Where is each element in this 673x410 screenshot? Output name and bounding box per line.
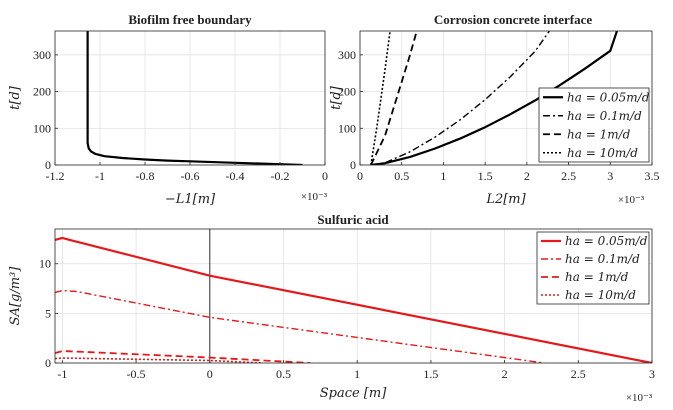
legend-box [536, 231, 650, 305]
legend-label: ha = 10m/d [565, 288, 636, 302]
x-scale-exponent: ×10⁻³ [301, 191, 328, 203]
x-tick-label: 0 [357, 169, 363, 183]
x-scale-exponent: ×10⁻³ [626, 392, 653, 404]
series-line-1 [370, 31, 619, 165]
legend-label: ha = 0.05m/d [567, 90, 650, 104]
legend-label: ha = 1m/d [565, 270, 629, 284]
x-tick-label: 3.5 [645, 169, 660, 183]
y-tick-label: 300 [33, 48, 51, 62]
plot-frame [54, 228, 653, 364]
legend-box [538, 87, 650, 163]
x-tick-label: 2 [524, 169, 530, 183]
legend-label: ha = 0.05m/d [565, 234, 648, 248]
x-tick-label: -0.2 [271, 169, 290, 183]
x-tick-label: -1 [95, 169, 105, 183]
x-tick-label: 2.5 [561, 169, 576, 183]
chart-title: Sulfuric acid [317, 212, 389, 227]
x-tick-label: -0.4 [226, 169, 245, 183]
y-tick-label: 0 [350, 158, 356, 172]
y-tick-label: 300 [338, 48, 356, 62]
y-tick-label: 0 [45, 356, 51, 370]
y-axis-label: SA[g/m³] [8, 266, 23, 326]
y-tick-label: 100 [338, 121, 356, 135]
x-tick-label: 0.5 [276, 367, 291, 381]
x-tick-label: -0.8 [136, 169, 155, 183]
x-tick-label: 0.5 [394, 169, 409, 183]
x-tick-label: 0 [207, 367, 213, 381]
panel-sulfuric-acid: Sulfuric acid -1 -0.5 0 0.5 1 1.5 2 2.5 3 0 5 10 ha… [8, 212, 655, 404]
series-line-2 [55, 289, 545, 363]
x-tick-label: 1.5 [423, 367, 438, 381]
y-tick-label: 200 [338, 85, 356, 99]
plot-frame [359, 30, 653, 166]
x-tick-label: 1 [354, 367, 360, 381]
panel-biofilm: Biofilm free boundary -1.2 -1 -0.8 -0.6 -0.4… [8, 12, 328, 207]
legend-label: ha = 0.1m/d [567, 109, 642, 123]
x-tick-label: -0.5 [127, 367, 146, 381]
x-tick-label: -0.6 [181, 169, 200, 183]
y-tick-label: 100 [33, 121, 51, 135]
x-tick-label: -1 [57, 367, 67, 381]
x-scale-exponent: ×10⁻³ [618, 194, 645, 206]
x-axis-label: −L1[m] [165, 192, 216, 207]
y-axis-label: t[d] [329, 85, 344, 110]
series-line-1 [55, 236, 652, 363]
legend-label: ha = 0.1m/d [565, 252, 640, 266]
series-line-1 [86, 31, 303, 165]
y-tick-label: 5 [45, 306, 51, 320]
y-tick-label: 10 [39, 257, 51, 271]
legend-label: ha = 1m/d [567, 127, 631, 141]
x-tick-label: 2.5 [571, 367, 586, 381]
panel-corrosion: Corrosion concrete interface 0 0.5 1 1.5 2 2.… [329, 12, 660, 207]
y-tick-label: 200 [33, 85, 51, 99]
series-line-3 [55, 350, 311, 363]
y-tick-label: 0 [45, 158, 51, 172]
x-axis-label: L2[m] [485, 192, 526, 207]
x-tick-label: 3 [649, 367, 655, 381]
series-line-4 [55, 357, 263, 363]
x-tick-label: -1.2 [46, 169, 65, 183]
x-tick-label: 0 [322, 169, 328, 183]
chart-title: Corrosion concrete interface [434, 12, 593, 27]
chart-title: Biofilm free boundary [128, 12, 252, 27]
x-tick-label: 1.5 [478, 169, 493, 183]
x-axis-label: Space [m] [320, 386, 387, 401]
series-line-2 [370, 31, 550, 165]
x-tick-label: 3 [607, 169, 613, 183]
x-tick-label: 2 [502, 367, 508, 381]
x-tick-label: 1 [440, 169, 446, 183]
y-axis-label: t[d] [8, 85, 23, 110]
legend-label: ha = 10m/d [567, 146, 638, 160]
series-line-3 [370, 31, 418, 165]
